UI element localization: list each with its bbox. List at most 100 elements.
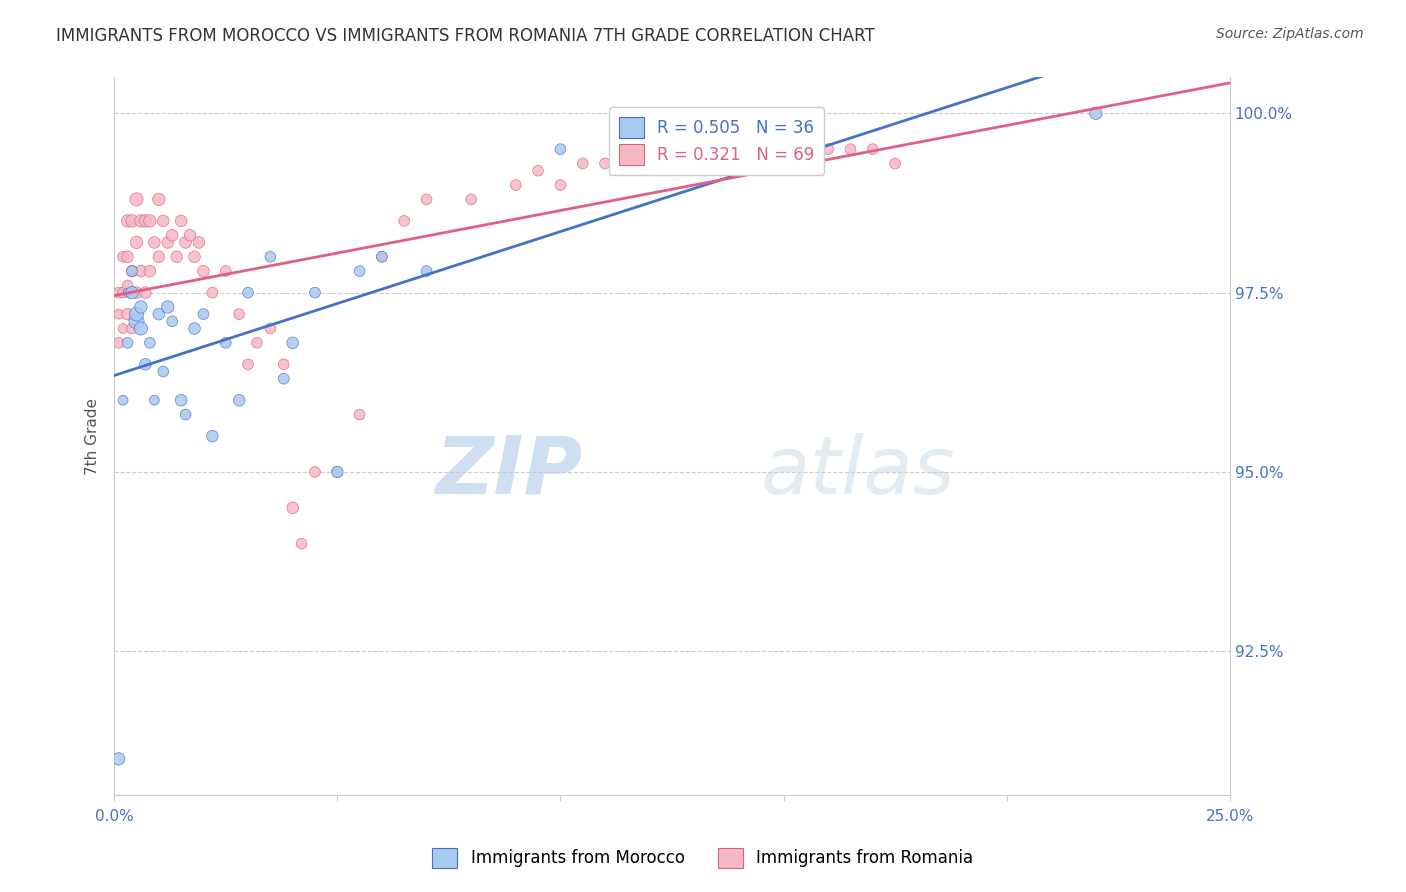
- Text: Source: ZipAtlas.com: Source: ZipAtlas.com: [1216, 27, 1364, 41]
- Point: [188, 235, 211, 250]
- Point: [117, 335, 139, 350]
- Point: [706, 142, 728, 156]
- Point: [112, 393, 135, 408]
- Point: [121, 264, 143, 278]
- Point: [638, 120, 661, 135]
- Point: [129, 321, 152, 335]
- Point: [749, 142, 772, 156]
- Point: [107, 307, 129, 321]
- Point: [160, 228, 183, 243]
- Point: [160, 314, 183, 328]
- Point: [839, 142, 862, 156]
- Point: [139, 214, 162, 228]
- Point: [125, 193, 148, 207]
- Point: [683, 156, 706, 170]
- Text: atlas: atlas: [761, 433, 956, 511]
- Point: [201, 429, 224, 443]
- Point: [121, 285, 143, 300]
- Point: [415, 193, 437, 207]
- Point: [170, 214, 193, 228]
- Point: [134, 214, 156, 228]
- Point: [112, 250, 135, 264]
- Point: [259, 321, 281, 335]
- Point: [281, 335, 304, 350]
- Point: [134, 357, 156, 371]
- Point: [193, 264, 215, 278]
- Point: [143, 235, 166, 250]
- Point: [505, 178, 527, 192]
- Point: [174, 235, 197, 250]
- Point: [259, 250, 281, 264]
- Point: [593, 156, 616, 170]
- Point: [772, 142, 794, 156]
- Y-axis label: 7th Grade: 7th Grade: [86, 398, 100, 475]
- Point: [817, 142, 839, 156]
- Point: [156, 235, 179, 250]
- Point: [125, 285, 148, 300]
- Point: [170, 393, 193, 408]
- Point: [112, 285, 135, 300]
- Point: [107, 285, 129, 300]
- Point: [349, 408, 371, 422]
- Point: [174, 408, 197, 422]
- Point: [183, 321, 205, 335]
- Point: [571, 156, 593, 170]
- Point: [281, 500, 304, 515]
- Point: [550, 142, 572, 156]
- Point: [862, 142, 884, 156]
- Point: [228, 393, 250, 408]
- Point: [273, 372, 295, 386]
- Point: [112, 321, 135, 335]
- Point: [117, 214, 139, 228]
- Point: [148, 193, 170, 207]
- Point: [326, 465, 349, 479]
- Point: [616, 156, 638, 170]
- Point: [139, 264, 162, 278]
- Point: [183, 250, 205, 264]
- Point: [117, 250, 139, 264]
- Point: [143, 393, 166, 408]
- Legend: R = 0.505   N = 36, R = 0.321   N = 69: R = 0.505 N = 36, R = 0.321 N = 69: [609, 107, 824, 175]
- Point: [304, 465, 326, 479]
- Point: [107, 335, 129, 350]
- Point: [661, 156, 683, 170]
- Point: [236, 357, 259, 371]
- Point: [117, 278, 139, 293]
- Point: [152, 365, 174, 379]
- Point: [394, 214, 416, 228]
- Point: [527, 163, 550, 178]
- Text: 25.0%: 25.0%: [1205, 809, 1254, 824]
- Point: [121, 264, 143, 278]
- Point: [236, 285, 259, 300]
- Point: [193, 307, 215, 321]
- Point: [371, 250, 394, 264]
- Point: [125, 314, 148, 328]
- Point: [134, 285, 156, 300]
- Point: [117, 307, 139, 321]
- Point: [121, 321, 143, 335]
- Point: [125, 235, 148, 250]
- Point: [550, 178, 572, 192]
- Point: [291, 537, 314, 551]
- Point: [304, 285, 326, 300]
- Legend: Immigrants from Morocco, Immigrants from Romania: Immigrants from Morocco, Immigrants from…: [426, 841, 980, 875]
- Point: [129, 264, 152, 278]
- Point: [148, 250, 170, 264]
- Point: [179, 228, 201, 243]
- Point: [728, 142, 751, 156]
- Point: [107, 752, 129, 766]
- Point: [273, 357, 295, 371]
- Point: [121, 214, 143, 228]
- Point: [156, 300, 179, 314]
- Point: [129, 300, 152, 314]
- Point: [246, 335, 269, 350]
- Point: [129, 214, 152, 228]
- Point: [166, 250, 188, 264]
- Text: 0.0%: 0.0%: [94, 809, 134, 824]
- Point: [371, 250, 394, 264]
- Point: [125, 307, 148, 321]
- Point: [117, 285, 139, 300]
- Point: [349, 264, 371, 278]
- Point: [228, 307, 250, 321]
- Point: [152, 214, 174, 228]
